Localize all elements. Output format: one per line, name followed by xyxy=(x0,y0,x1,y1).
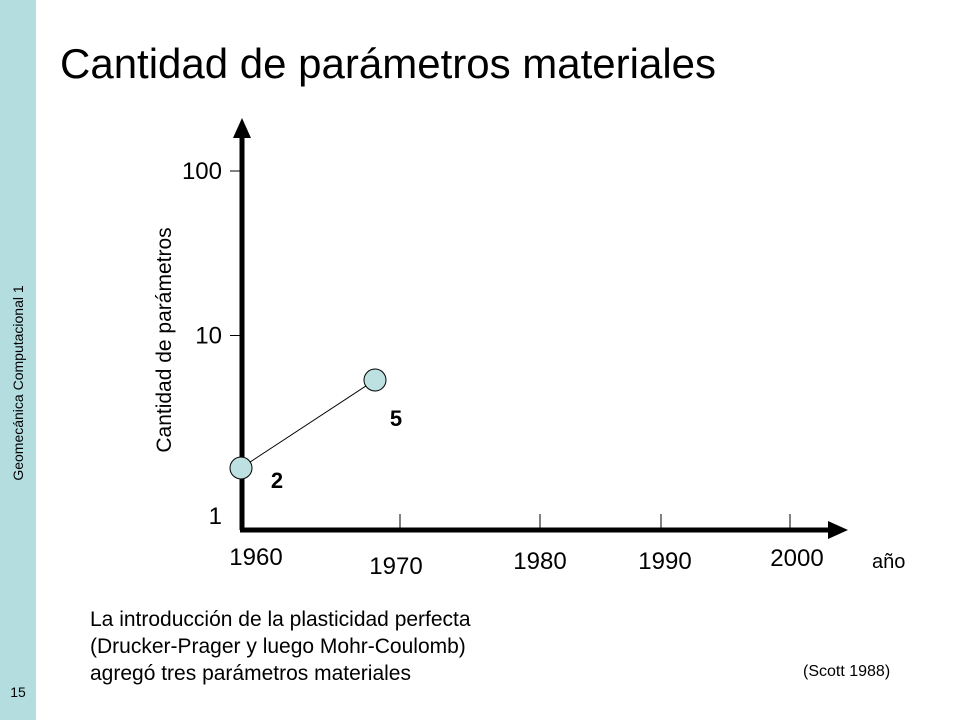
caption: La introducción de la plasticidad perfec… xyxy=(90,606,610,687)
caption-line: (Drucker-Prager y luego Mohr-Coulomb) xyxy=(90,635,466,658)
y-tick-label: 1 xyxy=(209,503,222,530)
side-strip xyxy=(0,0,36,720)
data-label: 5 xyxy=(390,406,402,431)
data-point xyxy=(229,456,253,480)
x-axis-label: año xyxy=(872,551,905,573)
x-tick-label: 1970 xyxy=(369,553,422,580)
y-tick-label: 100 xyxy=(182,158,222,185)
caption-line: agregó tres parámetros materiales xyxy=(90,662,411,685)
x-axis-arrow xyxy=(828,521,848,539)
caption-line: La introducción de la plasticidad perfec… xyxy=(90,608,471,631)
x-tick-label: 2000 xyxy=(770,545,823,572)
y-tick-label: 10 xyxy=(195,323,222,350)
x-tick-label: 1980 xyxy=(513,548,566,575)
data-label: 2 xyxy=(271,468,283,493)
chart-axes xyxy=(233,118,848,539)
page-number: 15 xyxy=(10,684,26,700)
x-tick-label: 1960 xyxy=(229,544,282,571)
slide-title: Cantidad de parámetros materiales xyxy=(60,40,717,87)
y-axis-label: Cantidad de parámetros xyxy=(153,227,176,452)
series-line xyxy=(240,379,376,469)
chart-series: 25 xyxy=(229,368,402,493)
y-axis-arrow xyxy=(233,118,251,138)
data-point xyxy=(363,368,387,392)
source-citation: (Scott 1988) xyxy=(803,663,891,680)
chart-ticks: 1 10 100 1960 1970 1980 1990 2000 xyxy=(182,158,824,580)
x-tick-label: 1990 xyxy=(638,548,691,575)
